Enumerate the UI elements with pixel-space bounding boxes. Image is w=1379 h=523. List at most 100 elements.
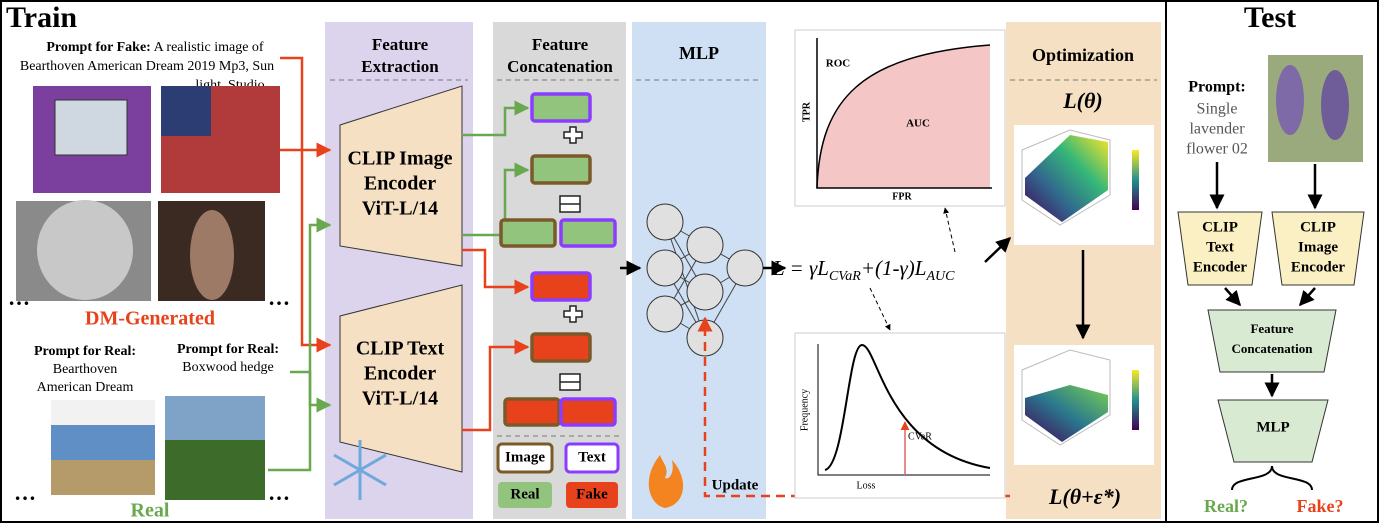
- legend-label: Image: [505, 449, 545, 465]
- photo: [54, 99, 128, 156]
- encoder: [339, 284, 463, 473]
- arrow: [268, 217, 332, 472]
- encoder-label: ViT-L/14: [362, 198, 438, 220]
- loss-formula: L = γLCVaR+(1-γ)LAUC: [772, 256, 955, 284]
- operators: [559, 126, 583, 391]
- ellipsis: …: [268, 480, 290, 505]
- arrow: [462, 248, 530, 295]
- distribution-x-label: Loss: [857, 480, 876, 491]
- encoder-label: CLIP Image: [348, 148, 453, 170]
- colorbar: [1132, 150, 1139, 210]
- arrow: [462, 162, 530, 237]
- flame-icon: [648, 455, 684, 508]
- column-title: Extraction: [361, 57, 439, 76]
- arrow: [869, 287, 891, 331]
- prompt-text: Bearthoven: [53, 362, 118, 377]
- perturbed-objective: L(θ+ε*): [1048, 484, 1121, 509]
- arrow: [1224, 287, 1241, 307]
- column-title: Feature: [532, 35, 589, 54]
- legend-label: Real: [510, 486, 539, 502]
- formula-part: L = γL: [772, 256, 829, 280]
- concatenation-block: [1207, 309, 1337, 373]
- train-title: Train: [6, 1, 77, 34]
- legend-label: Fake: [576, 486, 608, 502]
- roc-area: [817, 45, 990, 188]
- ellipsis: …: [268, 285, 290, 310]
- mlp-block: [1217, 399, 1329, 463]
- encoder-label: Encoder: [1291, 259, 1346, 275]
- surface: [1025, 385, 1108, 442]
- distribution-axes: [817, 344, 990, 476]
- photo: [37, 200, 133, 300]
- auc-label: AUC: [906, 118, 930, 130]
- roc-label: ROC: [826, 58, 851, 70]
- prompt-label: Prompt:: [1188, 79, 1245, 96]
- roc-y-label: TPR: [801, 101, 812, 122]
- photo: [1321, 70, 1349, 140]
- brace: [1231, 465, 1313, 491]
- encoder-label: CLIP: [1202, 219, 1238, 235]
- prompt-label: Prompt for Real:: [177, 342, 279, 357]
- photo: [51, 425, 155, 460]
- column-title: MLP: [679, 43, 719, 63]
- prompt-text: Boxwood hedge: [182, 360, 273, 375]
- arrow: [462, 100, 530, 137]
- encoder-label: ViT-L/14: [362, 388, 438, 410]
- distribution-y-label: Frequency: [799, 389, 810, 431]
- distribution-panel: [794, 332, 1006, 499]
- test-title: Test: [1244, 1, 1296, 34]
- distribution-curve: [824, 343, 991, 471]
- colorbar: [1132, 370, 1139, 430]
- encoder-label: Encoder: [364, 363, 436, 385]
- block-label: Feature: [1250, 321, 1293, 336]
- formula-part: +(1-γ)L: [861, 256, 927, 280]
- photo: [161, 86, 211, 136]
- arrow: [280, 56, 332, 353]
- prompt-text: American Dream: [37, 380, 134, 395]
- ellipsis: …: [8, 285, 30, 310]
- cvar-label: CVaR: [908, 431, 932, 442]
- legend-swatch: [566, 482, 618, 508]
- legend-label: Text: [578, 449, 606, 465]
- output-real: Real?: [1204, 496, 1248, 516]
- formula-subscript: CVaR: [829, 269, 861, 284]
- arrow: [290, 370, 332, 413]
- surface: [1025, 135, 1108, 222]
- block-label: Concatenation: [1232, 341, 1314, 356]
- prompt-text: Bearthoven American Dream 2019 Mp3, Sun: [20, 59, 274, 74]
- encoder-label: Encoder: [1193, 259, 1248, 275]
- ellipsis: …: [14, 480, 36, 505]
- fake-prompt: Prompt for Fake: A realistic image of: [46, 40, 264, 55]
- block-label: MLP: [1256, 419, 1289, 435]
- encoder-label: CLIP: [1300, 219, 1336, 235]
- prompt-text: A realistic image of: [154, 40, 264, 55]
- photo: [51, 460, 155, 495]
- encoder: [339, 85, 463, 267]
- column-title: Concatenation: [507, 57, 613, 76]
- arrow: [984, 236, 1012, 263]
- roc-axes: [816, 38, 992, 189]
- arrow: [943, 207, 956, 253]
- formula-subscript: AUC: [925, 269, 955, 284]
- arrow: [462, 339, 530, 432]
- prompt-text: flower 02: [1186, 141, 1248, 158]
- column-title: Optimization: [1032, 45, 1134, 65]
- encoder-label: Text: [1206, 239, 1234, 255]
- arrow: [1299, 287, 1316, 307]
- prompt-label: Prompt for Real:: [34, 344, 136, 359]
- prompt-text: lavender: [1189, 121, 1245, 138]
- output-fake: Fake?: [1297, 496, 1344, 516]
- encoder: [1177, 211, 1263, 286]
- update-arrow: [697, 316, 1010, 498]
- encoder: [1271, 211, 1365, 286]
- column-title: Feature: [372, 35, 429, 54]
- encoder-label: CLIP Text: [356, 338, 445, 360]
- roc-curve: [816, 44, 991, 189]
- prompt-label: Prompt for Fake:: [46, 40, 150, 55]
- legend-swatch: [564, 442, 620, 474]
- network-nodes: [646, 203, 764, 357]
- dm-generated-label: DM-Generated: [85, 308, 215, 330]
- photo: [190, 210, 234, 300]
